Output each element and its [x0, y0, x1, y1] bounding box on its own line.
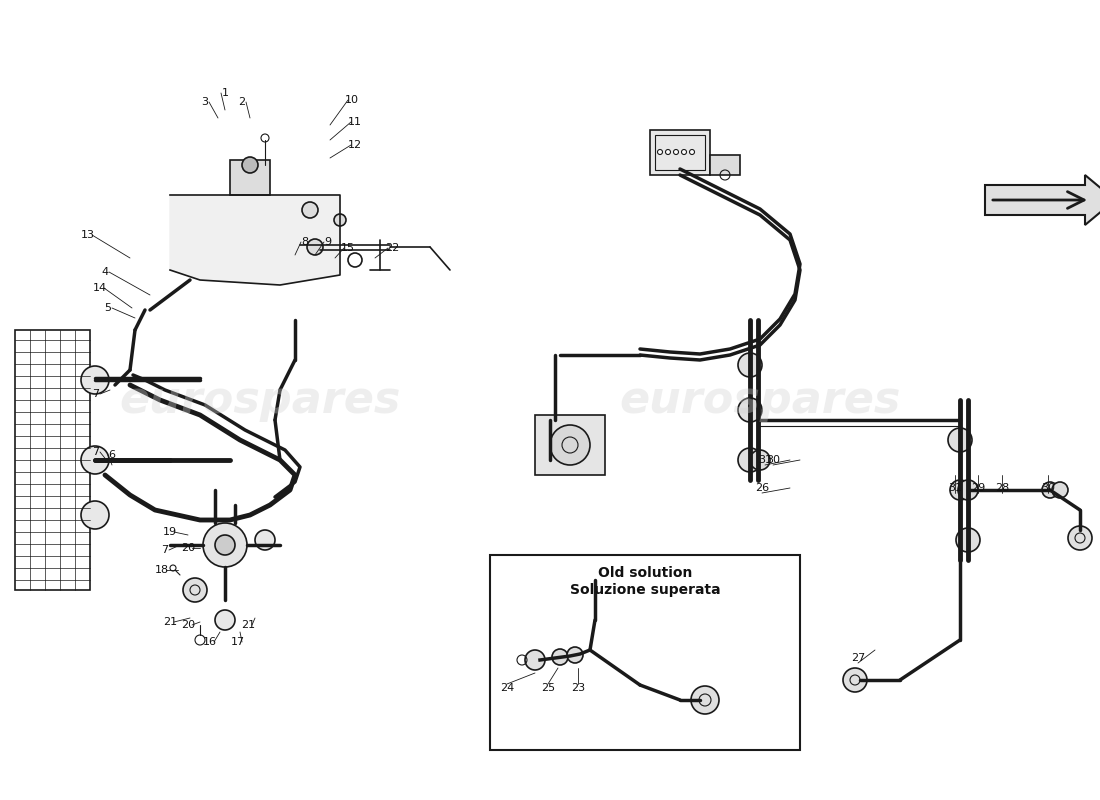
- Circle shape: [214, 535, 235, 555]
- Text: 27: 27: [851, 653, 865, 663]
- Circle shape: [566, 647, 583, 663]
- Text: 31: 31: [758, 455, 772, 465]
- Text: 25: 25: [541, 683, 556, 693]
- Bar: [490, 555, 800, 750]
- Text: 23: 23: [571, 683, 585, 693]
- Text: 14: 14: [92, 283, 107, 293]
- Text: 11: 11: [348, 117, 362, 127]
- Text: 6: 6: [109, 450, 116, 460]
- Circle shape: [658, 150, 662, 154]
- Circle shape: [1068, 526, 1092, 550]
- Circle shape: [307, 239, 323, 255]
- Circle shape: [1052, 482, 1068, 498]
- Circle shape: [550, 425, 590, 465]
- Circle shape: [666, 150, 671, 154]
- Bar: [535, 415, 605, 475]
- Text: 7: 7: [162, 545, 168, 555]
- Text: 29: 29: [971, 483, 986, 493]
- Circle shape: [170, 565, 176, 571]
- Circle shape: [691, 686, 719, 714]
- Bar: [654, 135, 705, 170]
- Circle shape: [958, 480, 978, 500]
- Text: 20: 20: [180, 620, 195, 630]
- Circle shape: [255, 530, 275, 550]
- Bar: [650, 130, 710, 175]
- Circle shape: [204, 523, 248, 567]
- Circle shape: [738, 398, 762, 422]
- FancyArrow shape: [984, 175, 1100, 225]
- Text: 30: 30: [766, 455, 780, 465]
- Circle shape: [950, 480, 970, 500]
- Text: 19: 19: [163, 527, 177, 537]
- Text: 13: 13: [81, 230, 95, 240]
- Text: 7: 7: [92, 389, 100, 399]
- Circle shape: [948, 428, 972, 452]
- Circle shape: [214, 610, 235, 630]
- Circle shape: [81, 366, 109, 394]
- Circle shape: [525, 650, 544, 670]
- Bar: [230, 160, 270, 195]
- Circle shape: [261, 134, 270, 142]
- Text: 21: 21: [163, 617, 177, 627]
- Text: 26: 26: [755, 483, 769, 493]
- Circle shape: [242, 157, 258, 173]
- Text: 1: 1: [221, 88, 229, 98]
- Circle shape: [183, 578, 207, 602]
- Text: 28: 28: [994, 483, 1009, 493]
- Text: 22: 22: [385, 243, 399, 253]
- Circle shape: [690, 150, 694, 154]
- Text: 15: 15: [341, 243, 355, 253]
- Text: 24: 24: [499, 683, 514, 693]
- Circle shape: [81, 501, 109, 529]
- Text: 16: 16: [204, 637, 217, 647]
- Circle shape: [81, 446, 109, 474]
- Text: 20: 20: [180, 543, 195, 553]
- Text: 21: 21: [241, 620, 255, 630]
- Circle shape: [1042, 482, 1058, 498]
- Text: 17: 17: [231, 637, 245, 647]
- Text: 5: 5: [104, 303, 111, 313]
- Circle shape: [552, 649, 568, 665]
- Circle shape: [738, 353, 762, 377]
- Text: Soluzione superata: Soluzione superata: [570, 583, 721, 597]
- Text: 3: 3: [201, 97, 209, 107]
- Text: 4: 4: [101, 267, 109, 277]
- Text: 31: 31: [948, 483, 962, 493]
- Bar: [710, 155, 740, 175]
- Circle shape: [302, 202, 318, 218]
- Text: 18: 18: [155, 565, 169, 575]
- Polygon shape: [170, 195, 340, 285]
- Text: 9: 9: [324, 237, 331, 247]
- Text: 8: 8: [301, 237, 309, 247]
- Text: 10: 10: [345, 95, 359, 105]
- Circle shape: [673, 150, 679, 154]
- Text: 30: 30: [1041, 483, 1055, 493]
- Text: eurospares: eurospares: [619, 378, 901, 422]
- Circle shape: [195, 635, 205, 645]
- Text: 7: 7: [92, 447, 100, 457]
- Circle shape: [682, 150, 686, 154]
- Circle shape: [956, 528, 980, 552]
- Text: eurospares: eurospares: [119, 378, 400, 422]
- Circle shape: [843, 668, 867, 692]
- Text: Old solution: Old solution: [597, 566, 692, 580]
- Text: 12: 12: [348, 140, 362, 150]
- Bar: [15, 330, 90, 590]
- Text: 2: 2: [239, 97, 245, 107]
- Circle shape: [750, 450, 770, 470]
- Circle shape: [738, 448, 762, 472]
- Circle shape: [334, 214, 346, 226]
